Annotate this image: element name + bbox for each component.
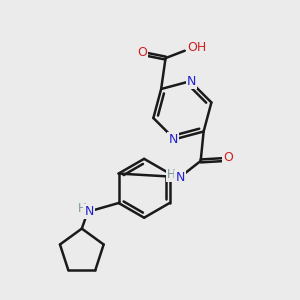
Text: N: N	[176, 171, 185, 184]
Text: N: N	[187, 75, 196, 88]
Text: O: O	[137, 46, 147, 59]
Text: N: N	[85, 205, 94, 218]
Text: H: H	[77, 202, 86, 215]
Text: H: H	[167, 168, 176, 181]
Text: OH: OH	[187, 41, 206, 54]
Text: N: N	[169, 133, 178, 146]
Text: O: O	[223, 152, 233, 164]
